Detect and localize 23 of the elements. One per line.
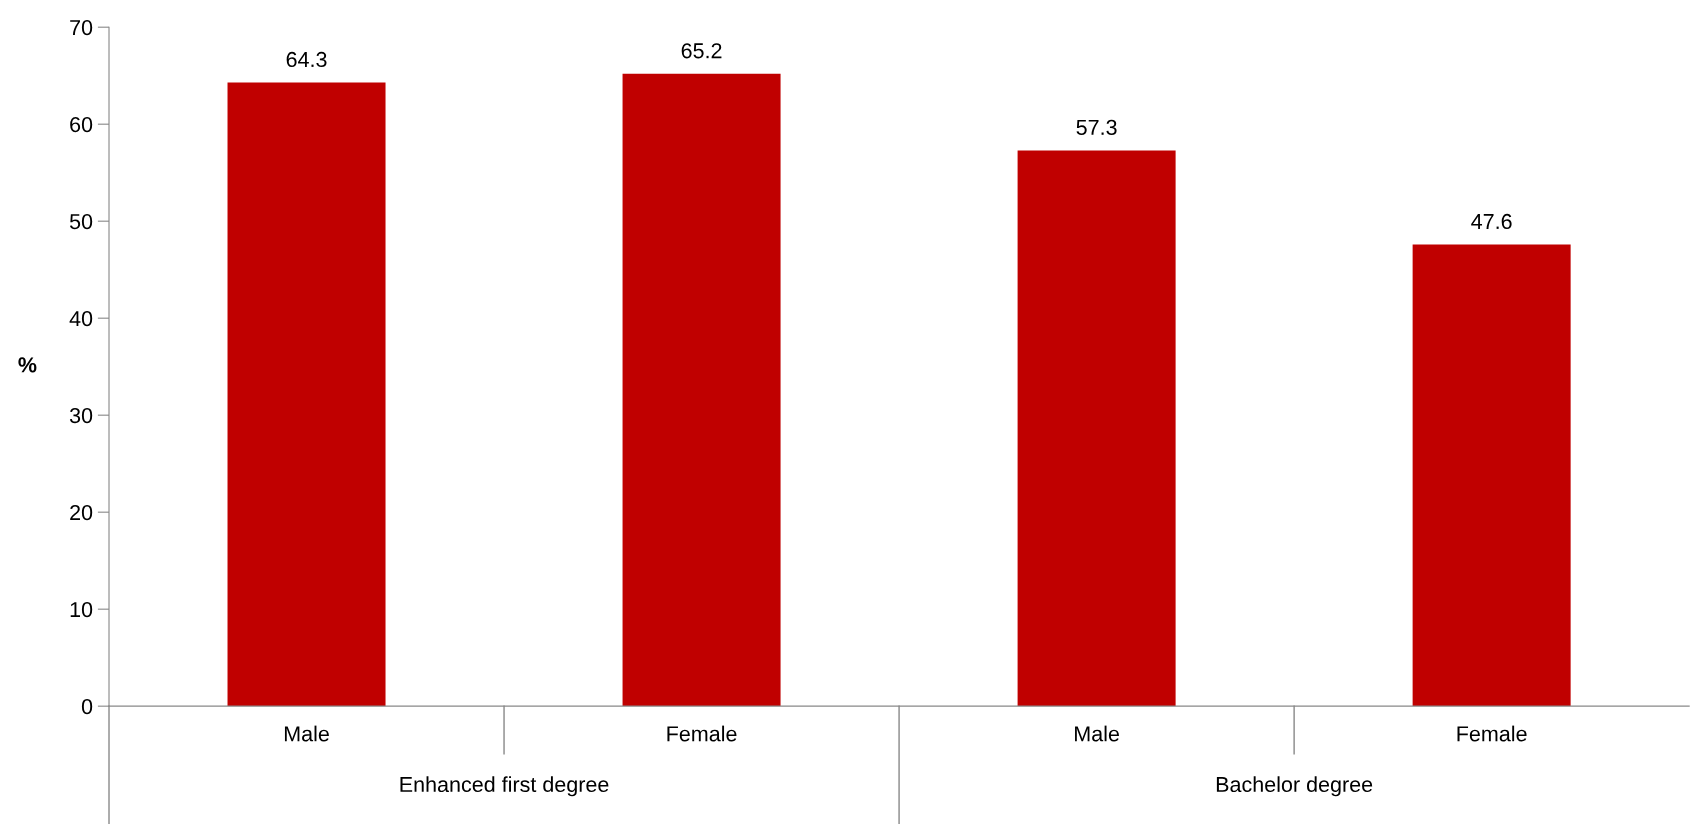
y-tick-label: 0 — [81, 698, 93, 715]
y-tick-label: 60 — [70, 116, 93, 133]
y-tick-label: 40 — [69, 310, 93, 327]
x-tick-label: Male — [284, 725, 329, 742]
x-tick-label: Female — [1457, 725, 1527, 742]
data-label: 64.3 — [286, 51, 327, 68]
text: Enhanced first degree — [400, 776, 609, 797]
y-tick-label: 10 — [70, 601, 93, 618]
y-tick-label: 30 — [69, 407, 93, 424]
bar — [1412, 244, 1571, 707]
y-tick-label: 50 — [69, 213, 93, 230]
bar — [227, 82, 386, 707]
data-label: 57.3 — [1076, 119, 1117, 136]
data-label: 47.6 — [1471, 213, 1512, 230]
text: Bachelor degree — [1216, 776, 1373, 797]
y-axis-title: % — [18, 357, 37, 373]
data-label: 65.2 — [681, 43, 722, 59]
x-tick-label: Female — [667, 725, 737, 742]
bar — [1017, 150, 1176, 707]
y-tick-label: 70 — [70, 19, 93, 36]
y-tick-label: 20 — [70, 504, 93, 521]
x-tick-label: Male — [1075, 725, 1119, 742]
bar — [622, 73, 781, 707]
